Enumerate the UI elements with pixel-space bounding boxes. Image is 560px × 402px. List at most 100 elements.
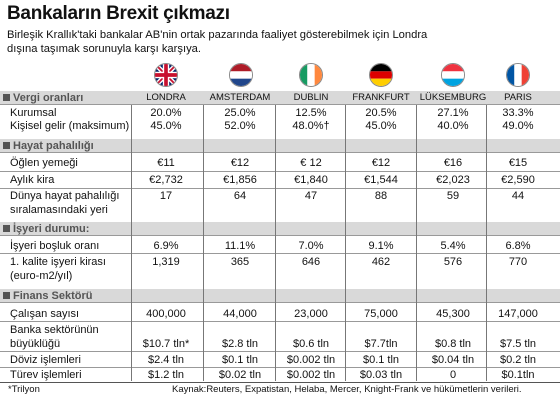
table-cell: 365	[230, 256, 250, 268]
section-header-finance: Finans Sektörü	[0, 289, 560, 303]
source-note: Kaynak:Reuters, Expatistan, Helaba, Merc…	[172, 384, 522, 395]
table-cell: €15	[508, 157, 528, 169]
table-cell: 75,000	[364, 308, 398, 320]
city-header: LONDRA	[146, 92, 186, 103]
table-cell: $2.4 tln	[147, 354, 185, 366]
table-cell: 23,000	[294, 308, 328, 320]
table-cell: 1,319	[152, 256, 180, 268]
table-cell: €1,544	[364, 174, 398, 186]
netherlands-flag-icon	[229, 63, 253, 87]
table-cell: €2,732	[149, 174, 183, 186]
row-label: büyüklüğü	[10, 338, 61, 350]
table-cell: $0.02 tln	[218, 369, 262, 381]
table-cell: $0.6 tln	[292, 338, 330, 350]
row-label: İşyeri boşluk oranı	[10, 240, 100, 252]
table-cell: $10.7 tln*	[142, 338, 190, 350]
table-cell: €1,856	[223, 174, 257, 186]
uk-flag-icon	[154, 63, 178, 87]
table-cell: $7.7tln	[364, 338, 398, 350]
table-cell: 400,000	[146, 308, 186, 320]
table-cell: $0.002 tln	[286, 369, 336, 381]
table-cell: 48.0%†	[292, 120, 330, 132]
table-cell: 20.5%	[365, 107, 397, 119]
table-cell: 27.1%	[437, 107, 469, 119]
table-cell: $0.1 tln	[221, 354, 259, 366]
table-cell: € 12	[300, 157, 322, 169]
row-label: Banka sektörünün	[10, 324, 99, 336]
table-cell: $0.03 tln	[359, 369, 403, 381]
subtitle: Birleşik Krallık'taki bankalar AB'nin or…	[7, 29, 428, 55]
table-cell: 7.0%	[298, 240, 324, 252]
table-cell: 770	[508, 256, 528, 268]
table-cell: 646	[301, 256, 321, 268]
table-cell: €12	[230, 157, 250, 169]
table-cell: 49.0%	[502, 120, 534, 132]
table-cell: 576	[443, 256, 463, 268]
germany-flag-icon	[369, 63, 393, 87]
row-label: Kişisel gelir (maksimum)	[10, 120, 130, 132]
table-cell: 6.9%	[153, 240, 179, 252]
table-cell: $0.1 tln	[362, 354, 400, 366]
city-header: AMSTERDAM	[209, 92, 271, 103]
france-flag-icon	[506, 63, 530, 87]
row-label: Türev işlemleri	[10, 369, 82, 381]
table-cell: 20.0%	[150, 107, 182, 119]
table-cell: 64	[233, 190, 247, 202]
city-header-row: LONDRA AMSTERDAM DUBLIN FRANKFURT LÜKSEM…	[0, 92, 560, 104]
table-cell: 9.1%	[368, 240, 394, 252]
table-cell: €12	[371, 157, 391, 169]
row-label: Kurumsal	[10, 107, 57, 119]
row-label: Dünya hayat pahalılığı	[10, 190, 120, 202]
table-cell: 45.0%	[150, 120, 182, 132]
table-cell: 25.0%	[224, 107, 256, 119]
row-label: (euro-m2/yıl)	[10, 270, 73, 282]
page-title: Bankaların Brexit çıkmazı	[7, 3, 230, 24]
row-label: Döviz işlemleri	[10, 354, 81, 366]
luxembourg-flag-icon	[441, 63, 465, 87]
row-label: 1. kalite işyeri kirası	[10, 256, 106, 268]
table-cell: 45.0%	[365, 120, 397, 132]
row-label: sıralamasındaki yeri	[10, 204, 108, 216]
table-cell: 40.0%	[437, 120, 469, 132]
table-cell: $0.2 tln	[499, 354, 537, 366]
table-cell: €2,023	[436, 174, 470, 186]
city-header: DUBLIN	[293, 92, 329, 103]
section-header-office: İşyeri durumu:	[0, 222, 560, 236]
city-header: PARIS	[504, 92, 532, 103]
table-cell: $0.04 tln	[431, 354, 475, 366]
table-cell: 44	[511, 190, 525, 202]
table-cell: 12.5%	[295, 107, 327, 119]
table-cell: 59	[446, 190, 460, 202]
table-cell: 5.4%	[440, 240, 466, 252]
table-cell: €1,840	[294, 174, 328, 186]
table-cell: $0.1tln	[501, 369, 535, 381]
table-cell: 11.1%	[224, 240, 256, 252]
table-cell: 147,000	[498, 308, 538, 320]
section-header-tax: Vergi oranları	[0, 91, 560, 105]
table-cell: 462	[371, 256, 391, 268]
table-cell: $2.8 tln	[221, 338, 259, 350]
table-cell: 0	[449, 369, 457, 381]
row-label: Öğlen yemeği	[10, 157, 78, 169]
section-header-cost: Hayat pahalılığı	[0, 139, 560, 153]
table-cell: $7.5 tln	[499, 338, 537, 350]
table-cell: $1.2 tln	[147, 369, 185, 381]
footnote: *Trilyon	[8, 384, 40, 395]
table-cell: 44,000	[223, 308, 257, 320]
table-cell: 17	[159, 190, 173, 202]
table-cell: €16	[443, 157, 463, 169]
table-cell: 33.3%	[502, 107, 534, 119]
table-cell: 52.0%	[224, 120, 256, 132]
city-header: FRANKFURT	[352, 92, 410, 103]
table-cell: $0.002 tln	[286, 354, 336, 366]
row-label: Çalışan sayısı	[10, 308, 80, 320]
table-cell: 6.8%	[505, 240, 531, 252]
table-cell: 88	[374, 190, 388, 202]
table-cell: $0.8 tln	[434, 338, 472, 350]
ireland-flag-icon	[299, 63, 323, 87]
table-cell: 47	[304, 190, 318, 202]
city-header: LÜKSEMBURG	[419, 92, 487, 103]
table-cell: €11	[157, 157, 175, 169]
table-cell: €2,590	[501, 174, 535, 186]
row-label: Aylık kira	[10, 174, 55, 186]
